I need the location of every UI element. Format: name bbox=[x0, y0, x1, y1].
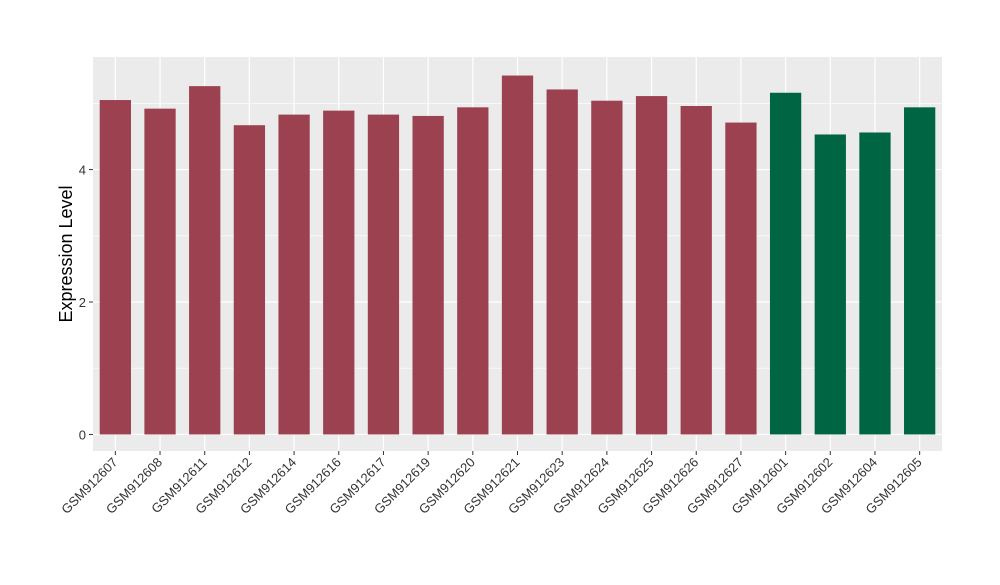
y-tick-label: 2 bbox=[79, 295, 86, 310]
bar-GSM912605 bbox=[904, 107, 936, 435]
bar-GSM912601 bbox=[769, 92, 802, 435]
bar-GSM912623 bbox=[546, 89, 578, 435]
bar-GSM912617 bbox=[367, 114, 400, 435]
y-tick-label: 0 bbox=[79, 427, 86, 442]
bar-GSM912625 bbox=[635, 96, 668, 435]
bar-GSM912619 bbox=[412, 115, 444, 435]
bar-GSM912627 bbox=[725, 122, 757, 435]
bar-GSM912626 bbox=[680, 106, 712, 435]
bar-GSM912620 bbox=[457, 107, 489, 435]
bar-GSM912611 bbox=[189, 86, 221, 435]
bar-GSM912602 bbox=[814, 134, 846, 435]
bar-GSM912604 bbox=[859, 132, 891, 435]
bar-GSM912607 bbox=[99, 100, 131, 435]
y-tick-label: 4 bbox=[79, 163, 86, 178]
bar-GSM912624 bbox=[591, 100, 623, 435]
bar-GSM912614 bbox=[278, 114, 310, 435]
bar-GSM912616 bbox=[323, 110, 355, 435]
bars bbox=[99, 75, 936, 435]
bar-GSM912621 bbox=[501, 75, 534, 435]
bar-GSM912612 bbox=[233, 125, 266, 435]
bar-GSM912608 bbox=[144, 108, 176, 435]
y-axis-label: Expression Level bbox=[56, 185, 76, 322]
